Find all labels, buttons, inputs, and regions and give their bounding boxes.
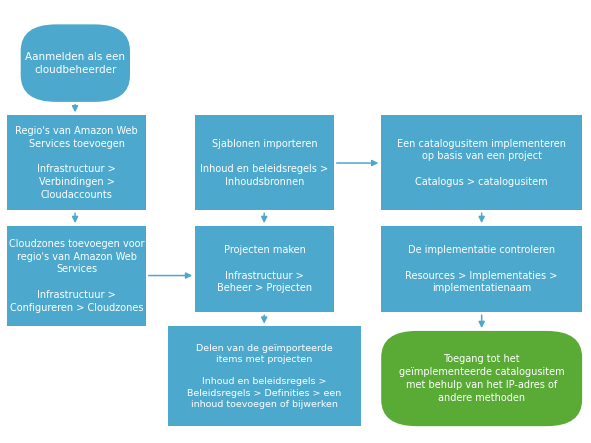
Text: Een catalogusitem implementeren
op basis van een project

Catalogus > catalogusi: Een catalogusitem implementeren op basis…	[397, 139, 566, 187]
FancyBboxPatch shape	[195, 226, 334, 312]
Text: Regio's van Amazon Web
Services toevoegen

Infrastructuur >
Verbindingen >
Cloud: Regio's van Amazon Web Services toevoege…	[15, 126, 138, 200]
Text: Aanmelden als een
cloudbeheerder: Aanmelden als een cloudbeheerder	[25, 51, 125, 75]
FancyBboxPatch shape	[21, 24, 130, 102]
FancyBboxPatch shape	[7, 115, 146, 210]
Text: Toegang tot het
geïmplementeerde catalogusitem
met behulp van het IP-adres of
an: Toegang tot het geïmplementeerde catalog…	[399, 354, 564, 403]
Text: Sjablonen importeren

Inhoud en beleidsregels >
Inhoudsbronnen: Sjablonen importeren Inhoud en beleidsre…	[200, 139, 329, 187]
Text: Cloudzones toevoegen voor
regio's van Amazon Web
Services

Infrastructuur >
Conf: Cloudzones toevoegen voor regio's van Am…	[9, 239, 144, 313]
FancyBboxPatch shape	[195, 115, 334, 210]
FancyBboxPatch shape	[381, 226, 582, 312]
FancyBboxPatch shape	[381, 115, 582, 210]
FancyBboxPatch shape	[168, 326, 361, 426]
FancyBboxPatch shape	[381, 331, 582, 426]
Text: Projecten maken

Infrastructuur >
Beheer > Projecten: Projecten maken Infrastructuur > Beheer …	[217, 245, 312, 293]
FancyBboxPatch shape	[7, 226, 146, 326]
Text: De implementatie controleren

Resources > Implementaties >
implementatienaam: De implementatie controleren Resources >…	[405, 245, 558, 293]
Text: Delen van de geïmporteerde
items met projecten

Inhoud en beleidsregels >
Beleid: Delen van de geïmporteerde items met pro…	[187, 344, 342, 409]
